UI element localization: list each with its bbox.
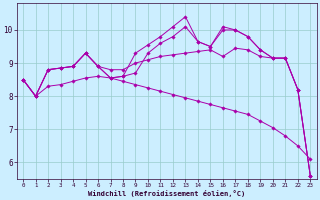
X-axis label: Windchill (Refroidissement éolien,°C): Windchill (Refroidissement éolien,°C) (88, 190, 245, 197)
